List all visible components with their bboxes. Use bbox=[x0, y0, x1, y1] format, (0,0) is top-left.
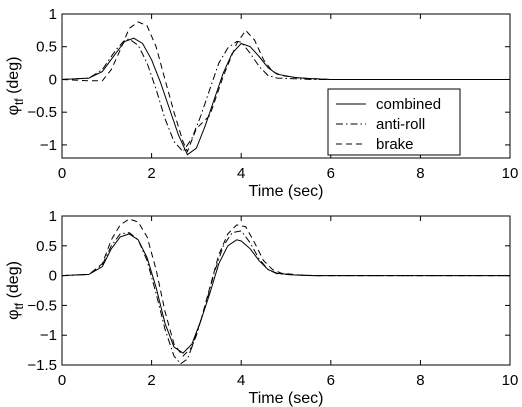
series-line-combined bbox=[61, 233, 510, 354]
bottom-plot: 0 2 4 6 8 10 −1.5 −1 −0.5 0 0.5 1 Time (sec) φtf (deg… bbox=[5, 208, 518, 407]
x-tick-label: 0 bbox=[58, 165, 66, 182]
y-tick-label: 0 bbox=[49, 71, 57, 88]
x-tick-label: 0 bbox=[58, 372, 66, 389]
y-tick-label: −1 bbox=[40, 137, 57, 154]
y-tick-label: 0.5 bbox=[36, 39, 57, 56]
y-axis-label: φtf (deg) bbox=[5, 57, 26, 116]
y-axis-label-subscript: tf bbox=[12, 302, 26, 309]
y-tick-label: 1 bbox=[49, 208, 57, 225]
y-tick-label: −0.5 bbox=[27, 104, 57, 121]
y-tick-label: 0.5 bbox=[36, 238, 57, 255]
series-line-anti-roll bbox=[61, 230, 510, 365]
y-tick-label: 0 bbox=[49, 268, 57, 285]
legend-label-brake: brake bbox=[376, 136, 414, 153]
x-tick-label: 2 bbox=[147, 165, 155, 182]
x-tick-label: 10 bbox=[502, 372, 519, 389]
y-tick-label: −1.5 bbox=[27, 357, 57, 374]
x-tick-label: 4 bbox=[237, 165, 245, 182]
series-line-brake bbox=[61, 218, 510, 357]
y-axis-label-symbol: φ bbox=[5, 105, 22, 115]
x-axis-label: Time (sec) bbox=[249, 183, 324, 200]
top-plot: 0 2 4 6 8 10 −1 −0.5 0 0.5 1 Time (sec) φtf (deg) com… bbox=[5, 6, 518, 200]
y-tick-label: 1 bbox=[49, 6, 57, 23]
y-axis-label-unit: (deg) bbox=[5, 261, 22, 303]
legend-label-combined: combined bbox=[376, 96, 441, 113]
y-tick-label: −1 bbox=[40, 327, 57, 344]
x-axis-label: Time (sec) bbox=[249, 390, 324, 407]
y-axis-label-unit: (deg) bbox=[5, 57, 22, 99]
y-tick-label: −0.5 bbox=[27, 297, 57, 314]
axes-frame bbox=[61, 215, 511, 366]
x-tick-label: 4 bbox=[237, 372, 245, 389]
x-tick-label: 2 bbox=[147, 372, 155, 389]
series-line-brake bbox=[61, 21, 510, 153]
y-axis-label-symbol: φ bbox=[5, 310, 22, 320]
axes-frame bbox=[61, 13, 511, 159]
y-axis-label: φtf (deg) bbox=[5, 261, 26, 320]
legend-label-anti-roll: anti-roll bbox=[376, 116, 425, 133]
y-axis-label-subscript: tf bbox=[12, 98, 26, 105]
x-tick-label: 6 bbox=[327, 372, 335, 389]
legend: combined anti-roll brake bbox=[327, 88, 461, 156]
x-tick-label: 8 bbox=[416, 165, 424, 182]
series-line-anti-roll bbox=[61, 38, 510, 153]
x-tick-label: 8 bbox=[416, 372, 424, 389]
x-tick-label: 6 bbox=[327, 165, 335, 182]
x-tick-label: 10 bbox=[502, 165, 519, 182]
